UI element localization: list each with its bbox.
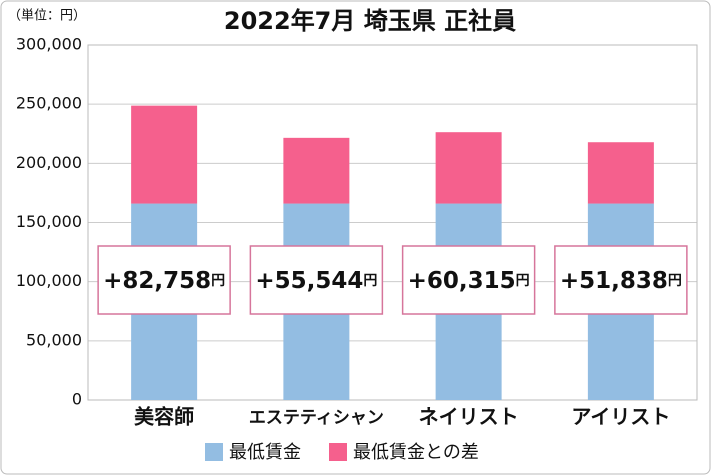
unit-label: （単位：円） [8, 8, 86, 24]
value-label: +51,838円 [560, 268, 682, 294]
bar-segment [587, 142, 654, 204]
value-number: +55,544 [255, 268, 363, 294]
label-box [401, 245, 536, 315]
legend-label: 最低賃金 [229, 442, 301, 463]
bar-segment [131, 105, 198, 204]
value-number: +60,315 [408, 268, 516, 294]
label-box [97, 245, 231, 315]
value-unit: 円 [668, 273, 682, 289]
label-box [554, 245, 688, 315]
value-unit: 円 [363, 273, 377, 289]
value-label: +60,315円 [408, 268, 530, 294]
y-tick-label: 150,000 [16, 212, 82, 231]
plot-border [87, 44, 698, 401]
value-unit: 円 [516, 273, 530, 289]
y-tick-label: 0 [72, 390, 82, 409]
chart-title: 2022年7月 埼玉県 正社員 [224, 7, 516, 35]
value-number: +51,838 [560, 268, 668, 294]
label-box [249, 245, 384, 315]
x-tick-label: 美容師 [134, 405, 194, 429]
value-label: +82,758円 [103, 268, 225, 294]
bar-segment [435, 132, 502, 204]
value-label: +55,544円 [255, 268, 377, 294]
legend-label: 最低賃金との差 [353, 442, 479, 463]
y-tick-label: 250,000 [16, 94, 82, 113]
legend-swatch [329, 443, 347, 461]
x-tick-label: エステティシャン [249, 408, 384, 428]
legend-swatch [205, 443, 223, 461]
y-tick-label: 50,000 [26, 330, 82, 349]
x-tick-label: ネイリスト [419, 405, 519, 429]
value-unit: 円 [211, 273, 225, 289]
value-number: +82,758 [103, 268, 211, 294]
y-tick-label: 300,000 [16, 35, 82, 54]
bar-segment [283, 137, 350, 204]
x-tick-label: アイリスト [571, 405, 670, 429]
y-tick-label: 200,000 [16, 153, 82, 172]
y-tick-label: 100,000 [16, 271, 82, 290]
